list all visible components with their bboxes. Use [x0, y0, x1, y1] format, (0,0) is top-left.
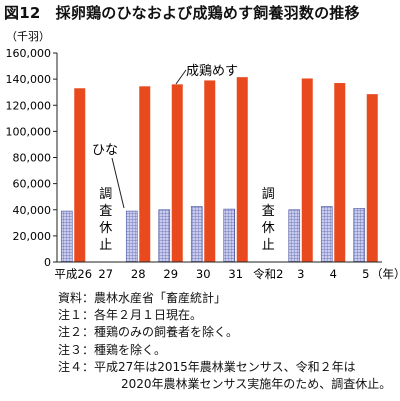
x-tick-label: 30	[196, 267, 211, 281]
x-tick-label: 29	[163, 267, 178, 281]
annotation-char: 調	[262, 187, 275, 202]
y-tick-label: 120,000	[6, 99, 52, 112]
bar-hina	[158, 209, 171, 263]
annotation-char: 休	[99, 221, 112, 236]
bar-seikei-mesu	[236, 77, 248, 263]
series-label-hina-text: ひな	[92, 143, 118, 158]
bar-hina	[60, 210, 73, 263]
series-label-hina: ひな	[92, 143, 125, 209]
series-label-hina-leader	[111, 157, 125, 209]
survey-suspended-annotation: 調査休止	[262, 187, 275, 253]
x-tick-label: 4	[330, 267, 337, 281]
y-tick-label: 80,000	[13, 152, 52, 165]
bar-seikei-mesu	[139, 86, 151, 262]
y-tick-label: 40,000	[13, 204, 52, 217]
survey-suspended-annotation: 調査休止	[99, 187, 112, 253]
bar-hina	[288, 209, 301, 263]
annotation-char: 査	[262, 204, 275, 219]
x-tick-label: 5	[362, 267, 369, 281]
y-tick-label: 160,000	[6, 47, 52, 60]
y-unit-label: （千羽）	[6, 30, 50, 43]
bar-hina	[353, 208, 366, 263]
series-label-seikei-leader	[175, 69, 187, 85]
y-tick-label: 0	[44, 256, 51, 269]
bar-hina	[190, 206, 203, 263]
x-tick-label: 27	[98, 267, 113, 281]
series-label-seikei-text: 成鶏めす	[186, 64, 238, 79]
annotation-char: 休	[262, 221, 275, 236]
note-1: 注１：各年２月１日現在。	[58, 308, 203, 323]
bar-seikei-mesu	[334, 83, 346, 262]
bar-seikei-mesu	[204, 80, 216, 263]
annotation-char: 調	[99, 187, 112, 202]
source-note: 資料：農林水産省「畜産統計」	[58, 291, 227, 305]
bar-chart: 0 20,000 40,000 60,000 80,000 100,000 120,000 1…	[6, 30, 400, 281]
bar-seikei-mesu	[301, 78, 313, 262]
bar-hina	[320, 206, 333, 263]
annotation-char: 止	[262, 238, 275, 253]
bar-seikei-mesu	[74, 88, 86, 262]
y-tick-label: 20,000	[13, 230, 52, 243]
x-tick-label: 平成26	[54, 267, 92, 281]
x-unit-label: （年）	[371, 267, 400, 281]
bar-seikei-mesu	[171, 84, 183, 262]
y-tick-label: 100,000	[6, 125, 52, 138]
note-2: 注２：種鶏のみの飼養者を除く。	[58, 325, 239, 340]
bar-seikei-mesu	[366, 94, 378, 262]
annotation-char: 査	[99, 204, 112, 219]
bar-hina	[223, 208, 236, 263]
x-tick-label: 3	[297, 267, 304, 281]
note-4: 注４：平成27年は2015年農林業センサス、令和２年は	[58, 359, 356, 374]
figure-title: 図12 採卵鶏のひなおよび成鶏めす飼養羽数の推移	[4, 4, 360, 22]
x-tick-label: 31	[228, 267, 243, 281]
x-tick-label: 28	[131, 267, 146, 281]
y-tick-label: 140,000	[6, 73, 52, 86]
annotation-char: 止	[99, 238, 112, 253]
bar-hina	[125, 210, 138, 263]
note-4-continued: 2020年農林業センサス実施年のため、調査休止。	[121, 377, 392, 392]
series-label-seikei: 成鶏めす	[175, 64, 238, 85]
y-tick-label: 60,000	[13, 178, 52, 191]
notes-block: 資料：農林水産省「畜産統計」 注１：各年２月１日現在。 注２：種鶏のみの飼養者を…	[58, 290, 391, 393]
note-3: 注３：種鶏を除く。	[58, 342, 167, 357]
x-tick-label: 令和2	[253, 267, 283, 281]
